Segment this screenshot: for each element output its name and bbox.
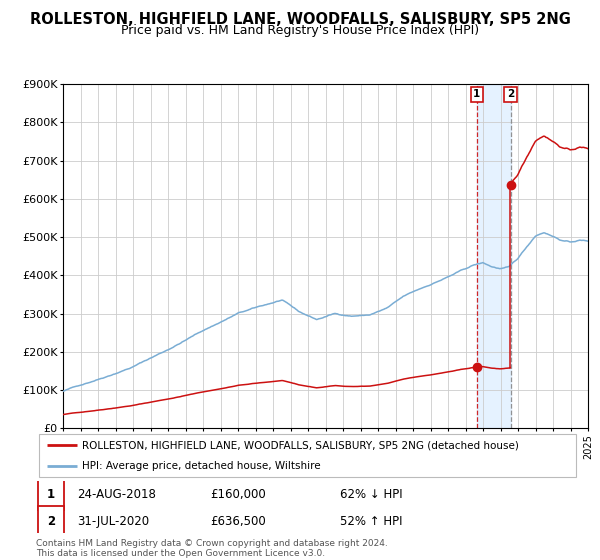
Bar <box>477 84 511 428</box>
Text: Contains HM Land Registry data © Crown copyright and database right 2024.
This d: Contains HM Land Registry data © Crown c… <box>36 539 388 558</box>
Text: ROLLESTON, HIGHFIELD LANE, WOODFALLS, SALISBURY, SP5 2NG: ROLLESTON, HIGHFIELD LANE, WOODFALLS, SA… <box>29 12 571 27</box>
Text: 1: 1 <box>47 488 55 501</box>
Text: 52% ↑ HPI: 52% ↑ HPI <box>340 515 403 528</box>
Text: 2: 2 <box>507 89 514 99</box>
FancyBboxPatch shape <box>38 479 64 510</box>
Text: 2: 2 <box>47 515 55 528</box>
Text: ROLLESTON, HIGHFIELD LANE, WOODFALLS, SALISBURY, SP5 2NG (detached house): ROLLESTON, HIGHFIELD LANE, WOODFALLS, SA… <box>82 440 519 450</box>
Text: 24-AUG-2018: 24-AUG-2018 <box>77 488 155 501</box>
FancyBboxPatch shape <box>39 434 576 478</box>
FancyBboxPatch shape <box>38 506 64 537</box>
Text: 62% ↓ HPI: 62% ↓ HPI <box>340 488 403 501</box>
Text: 31-JUL-2020: 31-JUL-2020 <box>77 515 149 528</box>
Text: HPI: Average price, detached house, Wiltshire: HPI: Average price, detached house, Wilt… <box>82 461 321 472</box>
Text: Price paid vs. HM Land Registry's House Price Index (HPI): Price paid vs. HM Land Registry's House … <box>121 24 479 36</box>
Text: £636,500: £636,500 <box>210 515 266 528</box>
Text: 1: 1 <box>473 89 481 99</box>
Text: £160,000: £160,000 <box>210 488 266 501</box>
